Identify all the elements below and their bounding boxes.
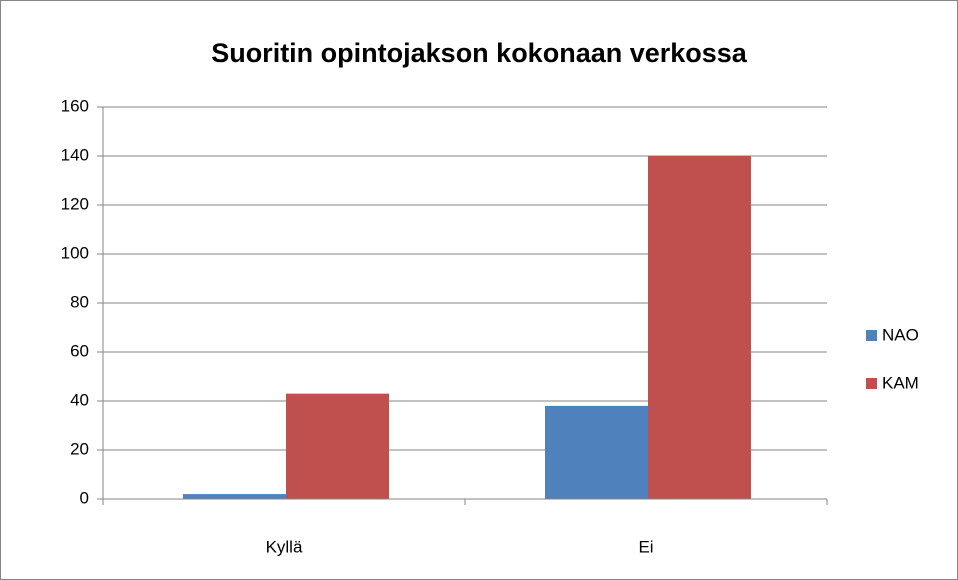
y-tick-label: 60 [70,341,89,360]
bar [183,494,286,499]
y-tick-label: 80 [70,292,89,311]
legend-swatch [866,378,877,389]
legend-swatch [866,330,877,341]
chart-title: Suoritin opintojakson kokonaan verkossa [211,38,748,68]
bar [286,393,389,499]
y-tick-label: 100 [61,243,89,262]
x-tick-label: Kyllä [266,537,303,556]
y-tick-label: 40 [70,390,89,409]
y-tick-label: 140 [61,145,89,164]
legend-label: NAO [882,325,919,344]
legend-label: KAM [882,373,919,392]
x-tick-label: Ei [638,537,653,556]
y-tick-label: 20 [70,439,89,458]
y-tick-label: 160 [61,96,89,115]
y-tick-label: 120 [61,194,89,213]
bar [545,405,648,499]
y-tick-label: 0 [80,488,89,507]
bar [648,156,751,499]
